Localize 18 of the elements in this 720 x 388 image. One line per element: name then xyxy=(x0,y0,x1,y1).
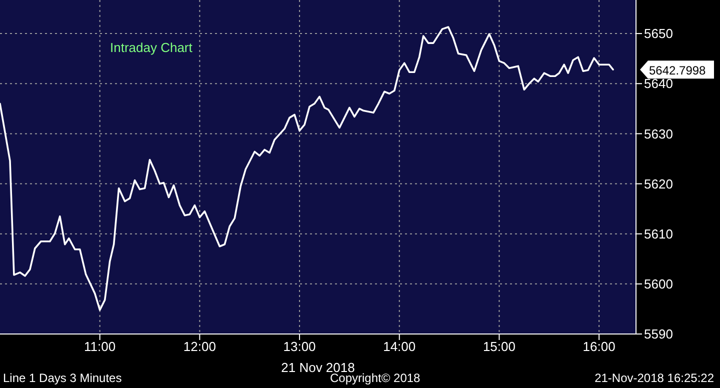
line-series xyxy=(0,26,614,311)
x-tick-label: 11:00 xyxy=(84,339,116,354)
x-tick-label: 15:00 xyxy=(482,339,516,354)
y-tick-label: 5590 xyxy=(644,326,673,342)
x-tick-label: 12:00 xyxy=(183,339,216,354)
annotation: 5642.7998 xyxy=(649,64,706,78)
x-tick-label: 13:00 xyxy=(283,339,316,354)
x-tick-label: 16:00 xyxy=(582,339,616,354)
y-tick-label: 5600 xyxy=(644,276,673,292)
text: Intraday Chart xyxy=(110,40,192,55)
y-tick-label: 5630 xyxy=(644,126,673,142)
text: Line 1 Days 3 Minutes xyxy=(3,371,122,385)
y-tick-label: 5640 xyxy=(644,76,673,92)
y-tick-label: 5650 xyxy=(644,26,673,42)
y-tick-label: 5620 xyxy=(644,176,673,192)
y-tick-label: 5610 xyxy=(644,226,673,242)
text: 21-Nov-2018 16:25:22 xyxy=(594,371,714,385)
x-tick-label: 14:00 xyxy=(383,339,416,354)
